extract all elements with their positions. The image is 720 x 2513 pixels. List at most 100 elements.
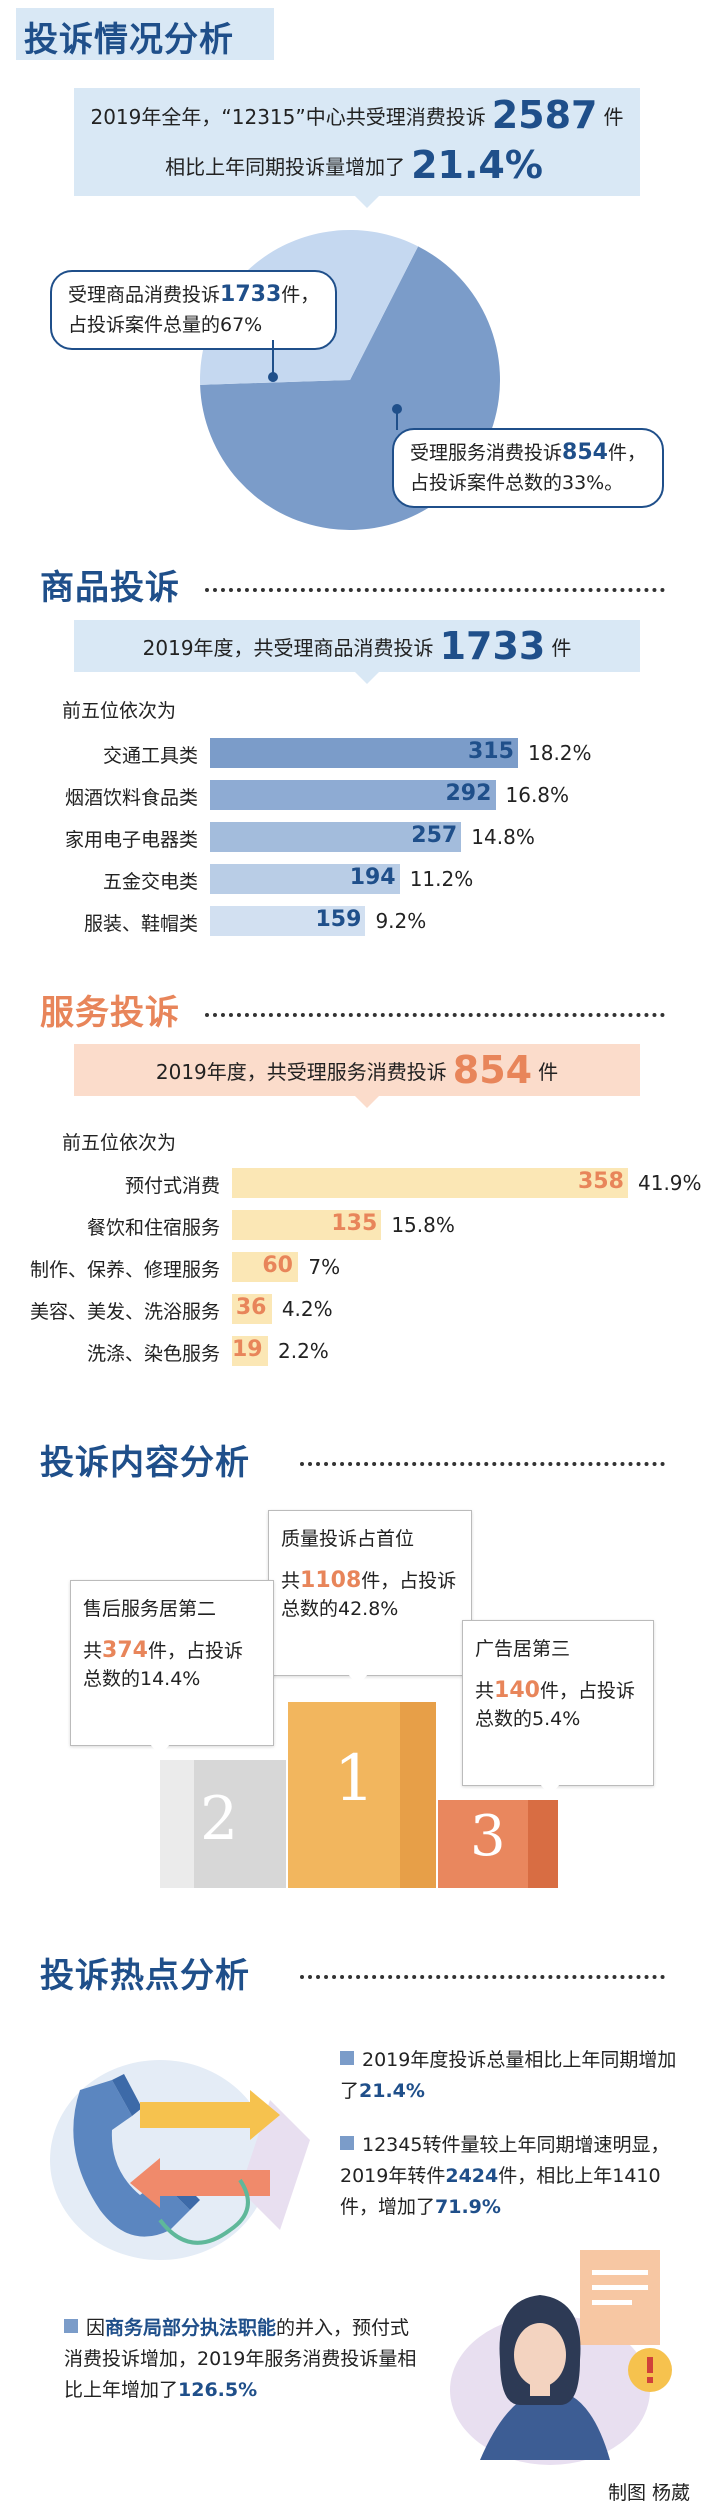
hot-point-2-hl1: 2424 <box>445 2165 499 2187</box>
callout-ads-title: 广告居第三 <box>475 1638 571 1660</box>
banner-notch <box>355 196 379 208</box>
goods-bubble-line2: 占投诉案件总量的67% <box>68 314 263 336</box>
bar-percent: 18.2% <box>528 741 592 765</box>
hot-point-2-hl2: 71.9% <box>435 2196 501 2218</box>
section3-title: 服务投诉 <box>40 993 180 1033</box>
hot-point-2-pre: 12345转件量较上年同期增速明显，2019年转件 <box>340 2134 670 2187</box>
bar-category: 预付式消费 <box>124 1175 220 1197</box>
banner1-total: 2587 <box>491 93 598 137</box>
callout-quality-prefix: 共 <box>281 1570 301 1592</box>
podium-label-2: 2 <box>200 1784 239 1854</box>
bar-category: 制作、保养、修理服务 <box>29 1259 220 1281</box>
section3-banner: 2019年度，共受理服务消费投诉 854 件 <box>74 1044 640 1096</box>
bullet-square-icon <box>64 2319 78 2333</box>
bar-value: 36 <box>235 1295 267 1320</box>
callout-aftersales-num: 374 <box>102 1638 148 1663</box>
bar-value: 60 <box>262 1253 293 1278</box>
bar <box>232 1168 628 1198</box>
callout-quality-num: 1108 <box>300 1568 362 1593</box>
section2-banner-num: 1733 <box>439 624 546 668</box>
section1-banner-bg <box>74 88 640 196</box>
service-bubble-dot <box>392 404 402 414</box>
section2-banner-notch <box>355 672 379 684</box>
podium-first: 1 <box>288 1702 436 1888</box>
bar-category: 五金交电类 <box>102 871 198 893</box>
pie-service-bubble: 受理服务消费投诉854件， 占投诉案件总数的33%。 <box>392 428 664 508</box>
callout-quality: 质量投诉占首位 共1108件，占投诉总数的42.8% <box>268 1510 472 1676</box>
bullet-square-icon <box>340 2051 354 2065</box>
section2-banner-prefix: 2019年度，共受理商品消费投诉 <box>142 635 434 660</box>
section2-title: 商品投诉 <box>40 568 180 608</box>
section3-banner-suffix: 件 <box>538 1059 559 1084</box>
section3-banner-notch <box>355 1096 379 1108</box>
pie-goods-bubble: 受理商品消费投诉1733件， 占投诉案件总量的67% <box>50 270 338 350</box>
goods-bubble-prefix: 受理商品消费投诉 <box>68 284 221 306</box>
banner1-prefix: 2019年全年，“12315”中心共受理消费投诉 <box>90 104 486 129</box>
footer-credit: 制图 杨葳 <box>607 2482 690 2504</box>
section2-dotted-rule <box>205 588 665 592</box>
bar-category: 家用电子电器类 <box>64 829 198 851</box>
bar <box>232 1336 268 1366</box>
service-bubble-num: 854 <box>562 440 608 465</box>
bar <box>210 780 496 810</box>
bar-percent: 14.8% <box>471 825 535 849</box>
hot-point-3: 因商务局部分执法职能的并入，预付式消费投诉增加，2019年服务消费投诉量相比上年… <box>64 2313 424 2406</box>
section3-dotted-rule <box>205 1013 665 1017</box>
section3-banner-num: 854 <box>452 1048 533 1092</box>
bar-percent: 7% <box>308 1255 341 1279</box>
callout-quality-suffix: 件，占投诉总数的42.8% <box>281 1570 457 1620</box>
section3-banner-bg <box>74 1044 640 1096</box>
bar-percent: 11.2% <box>409 867 474 891</box>
callout-quality-tail <box>348 1674 368 1686</box>
hot-point-3-hl2: 126.5% <box>178 2379 258 2401</box>
callout-ads-prefix: 共 <box>475 1680 495 1702</box>
callout-aftersales-suffix: 件，占投诉总数的14.4% <box>83 1640 243 1690</box>
service-bubble-line2: 占投诉案件总数的33%。 <box>410 472 624 494</box>
banner2-prefix: 相比上年同期投诉量增加了 <box>165 154 406 179</box>
callout-ads-tail <box>540 1784 560 1796</box>
bar-category: 餐饮和住宿服务 <box>86 1217 220 1239</box>
section2-banner-bg <box>74 620 640 672</box>
section4-dotted-rule <box>300 1462 665 1466</box>
callout-quality-title: 质量投诉占首位 <box>281 1528 415 1550</box>
bar-category: 交通工具类 <box>102 745 198 767</box>
bar-percent: 41.9% <box>638 1171 702 1195</box>
bar-value: 159 <box>315 907 362 932</box>
service-bubble-suffix: 件， <box>607 442 646 464</box>
section1-title-bg <box>16 8 274 60</box>
bar-category: 烟酒饮料食品类 <box>64 787 198 809</box>
podium-second: 2 <box>160 1760 286 1888</box>
bar-value: 194 <box>349 865 396 890</box>
section3-subtitle: 前五位依次为 <box>62 1132 177 1154</box>
hot-point-1: 2019年度投诉总量相比上年同期增加了21.4% <box>340 2045 680 2107</box>
bar-value: 135 <box>331 1211 378 1236</box>
bar-category: 洗涤、染色服务 <box>86 1343 220 1365</box>
hot-point-2-mid: 件，相比上年1410件，增加了 <box>340 2165 661 2218</box>
goods-bubble-suffix: 件， <box>281 284 320 306</box>
section5-dotted-rule <box>300 1975 665 1979</box>
hot-point-3-mid: 的并入，预付式消费投诉增加，2019年服务消费投诉量相比上年增加了 <box>64 2317 417 2401</box>
bar-value: 358 <box>578 1169 624 1194</box>
hot-point-2: 12345转件量较上年同期增速明显，2019年转件2424件，相比上年1410件… <box>340 2130 680 2223</box>
bar-percent: 4.2% <box>281 1297 333 1321</box>
section4-title: 投诉内容分析 <box>40 1443 250 1483</box>
bar <box>232 1294 272 1324</box>
bar-category: 美容、美发、洗浴服务 <box>29 1301 220 1323</box>
section2-banner: 2019年度，共受理商品消费投诉 1733 件 <box>74 620 640 672</box>
bullet-square-icon <box>340 2136 354 2150</box>
banner2-pct: 21.4% <box>411 143 543 187</box>
callout-ads: 广告居第三 共140件，占投诉总数的5.4% <box>462 1620 654 1786</box>
bar <box>210 738 518 768</box>
goods-bubble-num: 1733 <box>220 282 282 307</box>
phone-illustration <box>50 2060 310 2260</box>
hot-point-1-text: 2019年度投诉总量相比上年同期增加了 <box>340 2049 677 2102</box>
banner1-suffix: 件 <box>603 104 624 129</box>
podium-label-1: 1 <box>334 1742 375 1816</box>
bar-value: 315 <box>468 739 514 764</box>
bar <box>210 906 366 936</box>
podium-third: 3 <box>438 1800 558 1888</box>
section1-banner-line2: 相比上年同期投诉量增加了 21.4% <box>74 140 640 190</box>
bar-percent: 2.2% <box>278 1339 329 1363</box>
service-bubble-connector <box>396 410 398 430</box>
podium-label-3: 3 <box>470 1804 506 1869</box>
